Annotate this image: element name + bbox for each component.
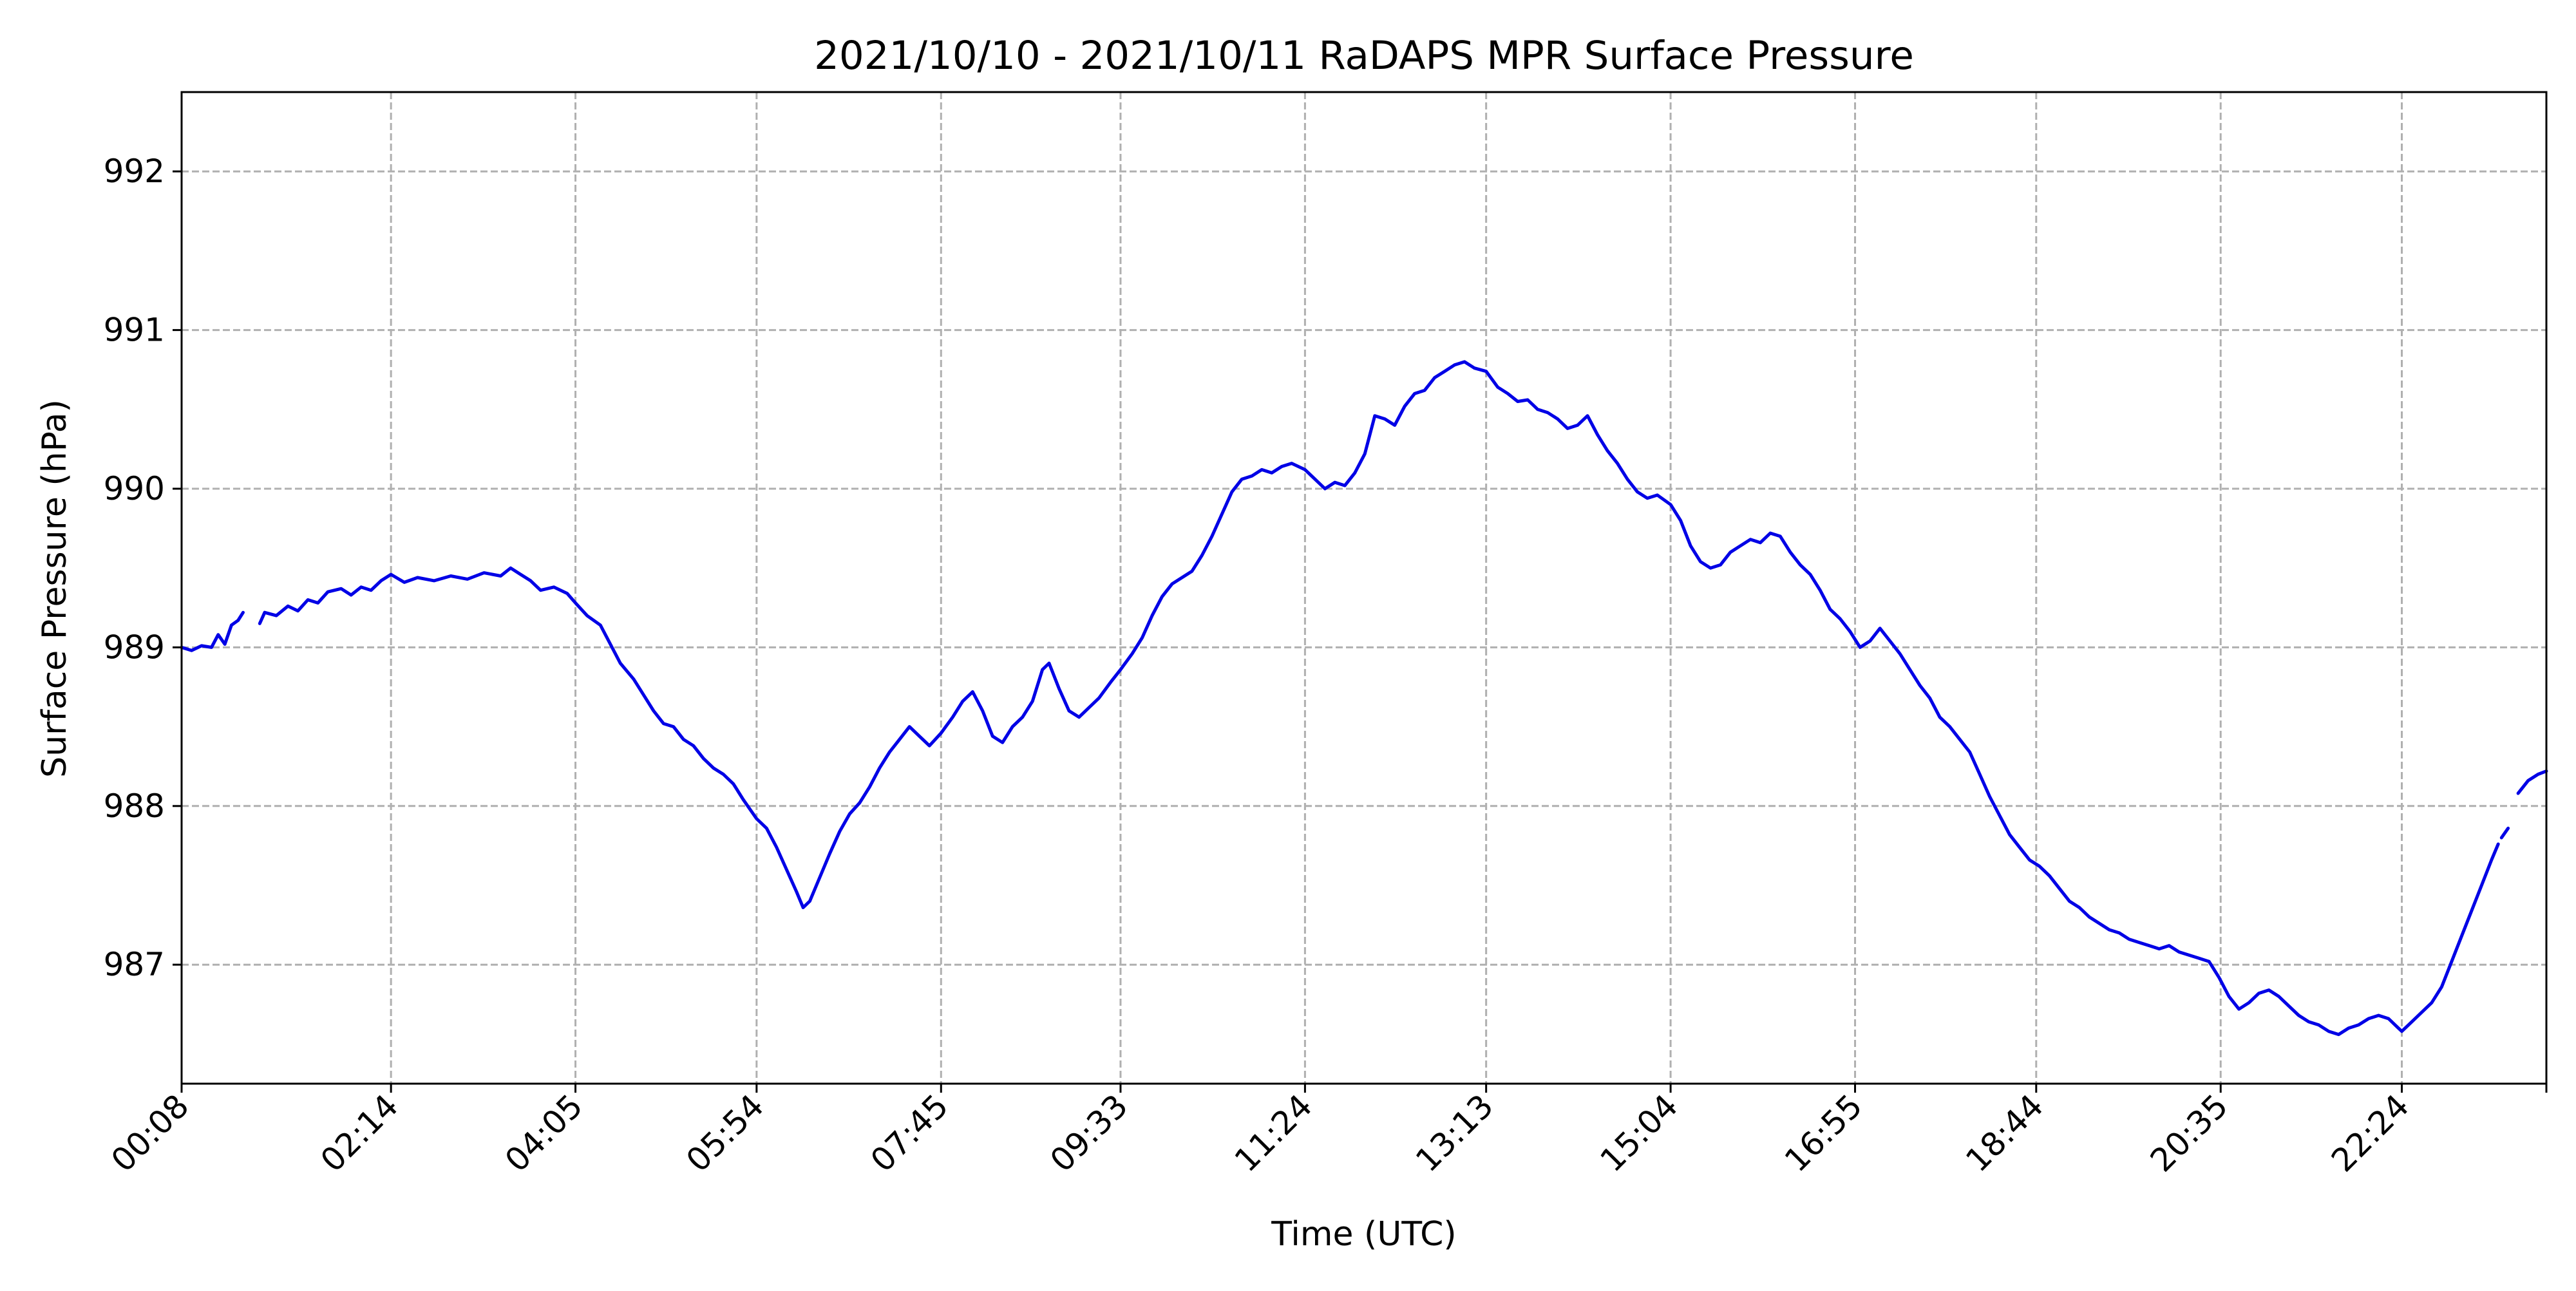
y-tick-label: 987: [104, 946, 165, 983]
pressure-series-segment: [258, 360, 2500, 1037]
y-tick-label: 992: [104, 153, 165, 190]
y-axis-label: Surface Pressure (hPa): [35, 399, 74, 778]
y-tick-label: 989: [104, 628, 165, 666]
pressure-series-segment: [180, 610, 245, 652]
x-axis-label: Time (UTC): [1271, 1215, 1456, 1254]
pressure-series-segment: [2499, 826, 2510, 840]
pressure-series-segment: [2516, 769, 2548, 795]
grid-lines: [180, 92, 2546, 1084]
chart-title: 2021/10/10 - 2021/10/11 RaDAPS MPR Surfa…: [814, 33, 1914, 79]
y-tick-label: 991: [104, 312, 165, 349]
series-line: [180, 360, 2548, 1037]
y-tick-label: 990: [104, 470, 165, 507]
plot-area-frame: [180, 91, 2548, 1085]
y-tick-label: 988: [104, 787, 165, 825]
